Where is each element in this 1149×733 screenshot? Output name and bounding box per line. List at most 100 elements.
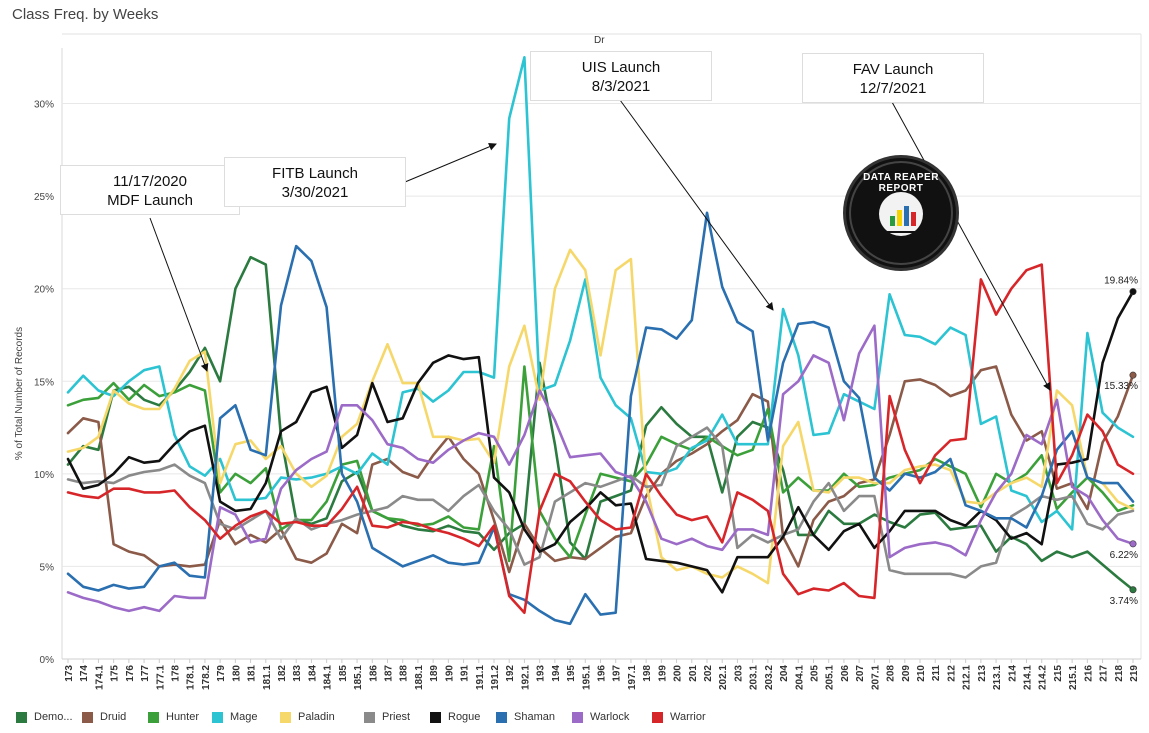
x-tick-label: 219 bbox=[1129, 665, 1140, 682]
x-tick-label: 211 bbox=[931, 665, 942, 682]
x-tick-label: 191 bbox=[460, 665, 471, 682]
x-tick-label: 175 bbox=[110, 665, 121, 682]
series-line-hunter bbox=[66, 365, 1135, 563]
series-line-paladin bbox=[66, 248, 1135, 585]
annotation-arrow bbox=[891, 101, 1051, 391]
y-tick-label: 25% bbox=[34, 192, 54, 203]
annotation-line2: 8/3/2021 bbox=[591, 78, 651, 95]
x-tick-label: 173 bbox=[64, 665, 75, 682]
x-tick-label: 191.2 bbox=[490, 665, 501, 690]
x-tick-label: 215.1 bbox=[1068, 665, 1079, 690]
end-point bbox=[1129, 288, 1137, 296]
y-tick-label: 30% bbox=[34, 100, 54, 111]
x-tick-label: 193 bbox=[536, 665, 547, 682]
series-lines bbox=[66, 55, 1135, 626]
end-point bbox=[1129, 586, 1137, 594]
x-tick-label: 202 bbox=[703, 665, 714, 682]
legend-label: Rogue bbox=[448, 711, 481, 723]
x-tick-label: 216 bbox=[1083, 665, 1094, 682]
x-tick-label: 178.1 bbox=[186, 665, 197, 690]
x-tick-label: 192.1 bbox=[520, 665, 531, 690]
x-tick-label: 214.1 bbox=[1023, 665, 1034, 690]
legend-label: Hunter bbox=[166, 711, 200, 723]
x-tick-label: 178 bbox=[171, 665, 182, 682]
end-label: 3.74% bbox=[1110, 596, 1138, 607]
x-tick-label: 196 bbox=[597, 665, 608, 682]
end-label: 15.33% bbox=[1104, 381, 1138, 392]
annotation-arrow bbox=[149, 217, 209, 372]
end-label: 6.22% bbox=[1110, 550, 1138, 561]
annotation-line2: 3/30/2021 bbox=[281, 184, 349, 201]
legend-item-demo[interactable]: Demo... bbox=[16, 711, 82, 723]
series-line-warlock bbox=[66, 324, 1135, 613]
legend-swatch bbox=[280, 711, 291, 723]
x-tick-label: 189 bbox=[429, 665, 440, 682]
legend-item-shaman[interactable]: Shaman bbox=[496, 711, 572, 723]
x-tick-label: 203.2 bbox=[764, 665, 775, 690]
x-tick-label: 217 bbox=[1099, 665, 1110, 682]
series-line-warrior bbox=[66, 263, 1135, 615]
end-points: 19.84% 15.33% 6.22% 3.74% bbox=[1104, 276, 1138, 607]
x-tick-label: 194 bbox=[551, 665, 562, 682]
series-line-mage bbox=[66, 55, 1135, 531]
legend-item-warlock[interactable]: Warlock bbox=[572, 711, 652, 723]
x-tick-label: 197 bbox=[612, 665, 623, 682]
x-tick-label: 179 bbox=[216, 665, 227, 682]
legend-item-mage[interactable]: Mage bbox=[212, 711, 280, 723]
x-tick-label: 181 bbox=[247, 665, 258, 682]
x-tick-label: 215 bbox=[1053, 665, 1064, 682]
x-tick-label: 199 bbox=[657, 665, 668, 682]
legend-item-paladin[interactable]: Paladin bbox=[280, 711, 364, 723]
legend-item-warrior[interactable]: Warrior bbox=[652, 711, 712, 723]
y-tick-label: 20% bbox=[34, 285, 54, 296]
x-axis: 173 174 174.1 175 176 177 177.1 178 178.1 178.2 17… bbox=[64, 659, 1140, 690]
x-tick-label: 213.1 bbox=[992, 665, 1003, 690]
legend-label: Warrior bbox=[670, 711, 706, 723]
y-tick-label: 5% bbox=[40, 562, 55, 573]
x-tick-label: 207 bbox=[855, 665, 866, 682]
annotation-arrow bbox=[619, 99, 774, 311]
x-tick-label: 188 bbox=[399, 665, 410, 682]
legend-label: Druid bbox=[100, 711, 127, 723]
legend-label: Priest bbox=[382, 711, 411, 723]
x-tick-label: 180 bbox=[231, 665, 242, 682]
x-tick-label: 185 bbox=[338, 665, 349, 682]
x-tick-label: 218 bbox=[1114, 665, 1125, 682]
legend-label: Demo... bbox=[34, 711, 73, 723]
end-point bbox=[1129, 540, 1137, 548]
x-tick-label: 205.1 bbox=[825, 665, 836, 690]
legend-item-priest[interactable]: Priest bbox=[364, 711, 430, 723]
y-axis: 0% 5% 10% 15% 20% 25% 30% % of Total Number of … bbox=[14, 100, 54, 666]
annotation-line1: FAV Launch bbox=[852, 61, 934, 78]
series-line-rogue bbox=[66, 290, 1135, 594]
x-tick-label: 205 bbox=[810, 665, 821, 682]
x-tick-label: 208 bbox=[886, 665, 897, 682]
x-tick-label: 204.1 bbox=[794, 665, 805, 690]
data-reaper-logo: DATA REAPER REPORT bbox=[846, 158, 956, 268]
legend-item-rogue[interactable]: Rogue bbox=[430, 711, 496, 723]
x-tick-label: 213 bbox=[977, 665, 988, 682]
logo-graphic bbox=[849, 161, 953, 265]
x-tick-label: 214 bbox=[1007, 665, 1018, 682]
annotation-mdf-launch: 11/17/2020 MDF Launch bbox=[60, 165, 240, 215]
x-tick-label: 174 bbox=[79, 665, 90, 682]
legend-item-druid[interactable]: Druid bbox=[82, 711, 148, 723]
series-line-shaman bbox=[66, 211, 1135, 626]
legend: Demo... Druid Hunter Mage Paladin Priest Rogue… bbox=[16, 711, 712, 723]
x-tick-label: 204 bbox=[779, 665, 790, 682]
legend-label: Warlock bbox=[590, 711, 630, 723]
legend-swatch bbox=[496, 711, 507, 723]
chart-title: Class Freq. by Weeks bbox=[12, 6, 159, 23]
x-tick-label: 188.1 bbox=[414, 665, 425, 690]
series-line-druid bbox=[66, 365, 1135, 574]
x-tick-label: 183 bbox=[292, 665, 303, 682]
legend-swatch bbox=[572, 711, 583, 723]
legend-swatch bbox=[652, 711, 663, 723]
legend-swatch bbox=[430, 711, 441, 723]
x-tick-label: 214.2 bbox=[1038, 665, 1049, 690]
legend-item-hunter[interactable]: Hunter bbox=[148, 711, 212, 723]
x-tick-label: 178.2 bbox=[201, 665, 212, 690]
x-tick-label: 212 bbox=[946, 665, 957, 682]
legend-swatch bbox=[364, 711, 375, 723]
